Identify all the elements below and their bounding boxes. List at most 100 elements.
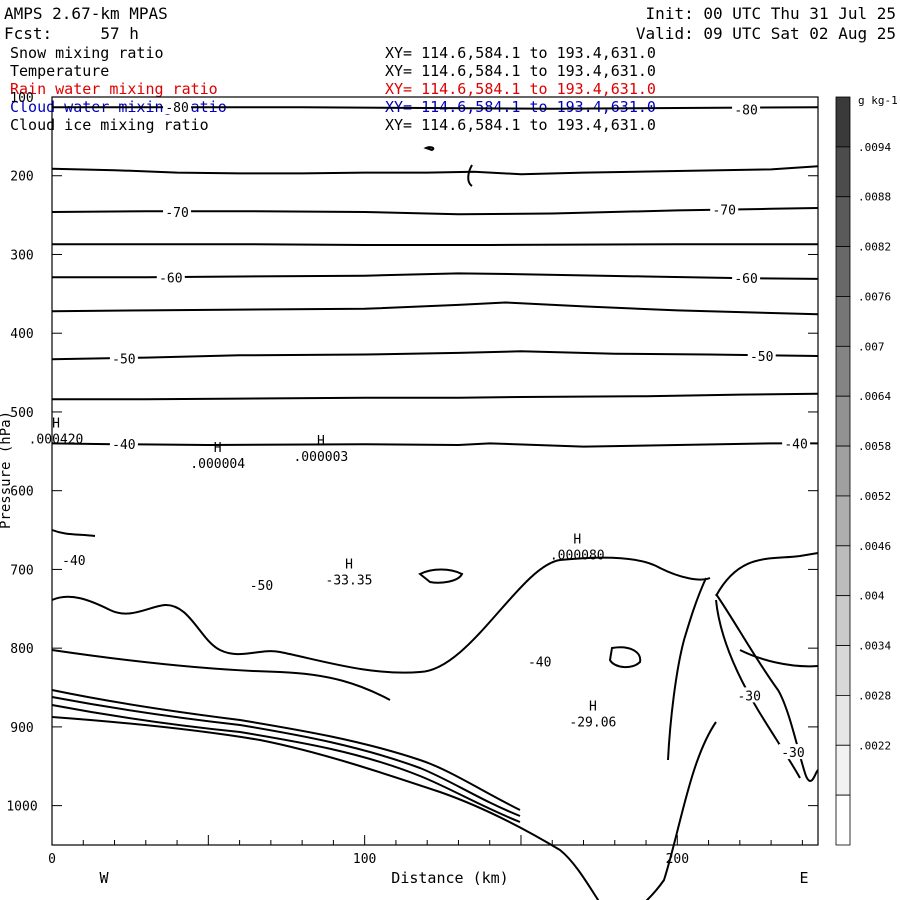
contour-east-mid <box>739 649 819 668</box>
x-axis-label: Distance (km) <box>391 869 508 887</box>
contour-labels: -80 -80 -70 -70 -60 -60 -50 -50 -40 -40 -40 -50 -40 -… <box>59 99 811 761</box>
x-tick-label: 100 <box>353 852 376 867</box>
contour-label-bg <box>735 687 764 703</box>
colorbar-tick-label: .0064 <box>858 390 891 403</box>
contour-530hpa <box>51 529 96 537</box>
extremum-mark: H <box>589 699 597 714</box>
east-label: E <box>799 869 808 887</box>
contour-ridge-east <box>715 593 819 782</box>
field-xy-temperature: XY= 114.6,584.1 to 193.4,631.0 <box>385 62 656 80</box>
contour-label-bg <box>163 99 192 115</box>
contour-valley-side <box>667 577 707 761</box>
contour-650hpa <box>51 649 391 701</box>
colorbar-tick-label: .0052 <box>858 490 891 503</box>
extremum-value: .000080 <box>550 548 605 563</box>
colorbar-swatch <box>835 246 851 297</box>
west-label: W <box>99 869 109 887</box>
y-tick-label: 600 <box>10 485 33 500</box>
contour-label: -80 <box>165 101 188 116</box>
temperature-contour <box>51 350 819 361</box>
contour-label-bg <box>247 577 276 593</box>
temperature-contours <box>51 106 819 448</box>
field-name-snow: Snow mixing ratio <box>10 44 164 62</box>
colorbar-swatch <box>835 345 851 397</box>
colorbar-tick-label: .0046 <box>858 540 891 553</box>
extremum-mark: H <box>317 434 325 449</box>
colorbar-tick-label: .0028 <box>858 689 891 702</box>
temperature-contour <box>52 392 819 401</box>
y-tick-label: 100 <box>10 91 33 106</box>
contour-label: -70 <box>712 204 735 219</box>
contour-label-bg <box>747 348 776 364</box>
temperature-contour <box>51 301 819 316</box>
forecast-hour: Fcst: 57 h <box>4 24 139 43</box>
x-tick-label: 0 <box>48 852 56 867</box>
colorbar-swatch <box>835 296 851 347</box>
contour-600hpa <box>51 556 711 674</box>
y-tick-label: 1000 <box>6 800 37 815</box>
contour-small-hook <box>467 164 473 187</box>
contour-label: -50 <box>112 352 135 367</box>
y-tick-label: 200 <box>10 170 33 185</box>
field-legend: Snow mixing ratio XY= 114.6,584.1 to 193… <box>10 44 656 134</box>
colorbar-tick-label: .0034 <box>858 640 891 653</box>
contour-label-bg <box>525 653 554 669</box>
contour-label: -70 <box>165 206 188 221</box>
contour-closed-cell-2 <box>418 568 464 584</box>
y-tick-label: 300 <box>10 248 33 263</box>
extremum-mark: H <box>214 441 222 456</box>
temperature-contour <box>51 442 818 448</box>
contour-label: -50 <box>250 579 273 594</box>
colorbar-swatch <box>835 645 851 696</box>
plot-frame <box>51 96 819 846</box>
contour-705hpa <box>51 704 521 823</box>
colorbar-tick-label: .0022 <box>858 739 891 752</box>
colorbar-swatch <box>835 495 851 547</box>
colorbar-tick-label: .0094 <box>858 141 891 154</box>
colorbar-tick-label: .0076 <box>858 290 891 303</box>
field-xy-rain: XY= 114.6,584.1 to 193.4,631.0 <box>385 80 656 98</box>
extremum-mark: H <box>345 558 353 573</box>
extrema-markers: H.000420H.000004H.000003H.000080H-33.35H… <box>29 417 617 731</box>
x-axis: 0 100 200 <box>48 835 803 867</box>
temperature-contour <box>51 165 819 176</box>
contour-label: -80 <box>734 104 757 119</box>
y-tick-label: 500 <box>10 406 33 421</box>
contour-label: -50 <box>750 350 773 365</box>
contour-small-cell <box>423 146 435 152</box>
lower-contours <box>51 146 819 900</box>
field-name-cloud-ice: Cloud ice mixing ratio <box>10 116 209 134</box>
contour-label: -60 <box>159 271 182 286</box>
contour-label: -40 <box>528 656 551 671</box>
y-tick-label: 400 <box>10 327 33 342</box>
temperature-contour <box>52 243 818 246</box>
colorbar-swatch <box>835 445 851 497</box>
colorbar-tick-label: .004 <box>858 590 885 603</box>
extremum-value: .000004 <box>190 457 245 472</box>
extremum-mark: H <box>573 532 581 547</box>
y-tick-label: 800 <box>10 642 33 657</box>
extremum-mark: H <box>52 417 60 432</box>
colorbar: g kg-1 .0094 .0088 .0082 .0076 .007 .0064 .005… <box>835 94 898 846</box>
valid-time: Valid: 09 UTC Sat 02 Aug 25 <box>636 24 896 43</box>
colorbar-swatch <box>835 96 851 148</box>
extremum-value: .000003 <box>293 450 348 465</box>
contour-label-bg <box>109 350 138 366</box>
contour-closed-cell <box>608 646 642 668</box>
contour-label-bg <box>778 744 807 760</box>
contour-697hpa <box>51 696 521 817</box>
contour-label-bg <box>109 436 138 452</box>
colorbar-tick-label: .0082 <box>858 241 891 254</box>
field-name-rain: Rain water mixing ratio <box>10 80 218 98</box>
contour-label: -30 <box>781 746 804 761</box>
contour-label-bg <box>732 270 761 286</box>
contour-label-bg <box>59 551 88 567</box>
colorbar-tick-label: .0058 <box>858 440 891 453</box>
contour-label: -60 <box>734 272 757 287</box>
contour-690hpa <box>51 689 521 811</box>
colorbar-swatch <box>835 695 851 746</box>
field-xy-cloud-water: XY= 114.6,584.1 to 193.4,631.0 <box>385 98 656 116</box>
field-xy-snow: XY= 114.6,584.1 to 193.4,631.0 <box>385 44 656 62</box>
colorbar-swatch <box>835 395 851 447</box>
